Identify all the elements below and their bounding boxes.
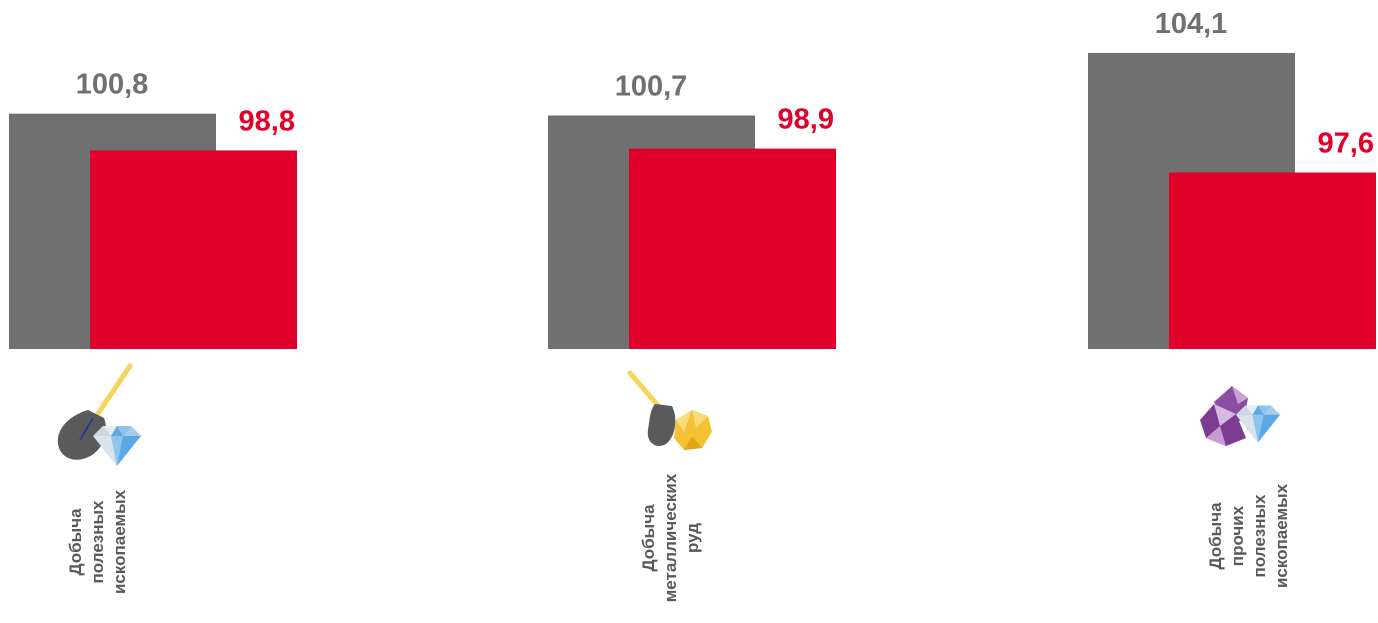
shovel-diamond-icon: [57, 363, 141, 466]
value-label-series2-cat3: 97,6: [1318, 128, 1374, 160]
category-label-line: прочих: [1228, 505, 1247, 566]
value-label-series1-cat3: 104,1: [1155, 8, 1228, 40]
gems-icon: [1200, 386, 1281, 446]
category-label-line: полезных: [88, 500, 107, 583]
category-label-line: ископаемых: [110, 489, 129, 594]
value-label-series2-cat2: 98,9: [778, 104, 834, 136]
value-label-series1-cat2: 100,7: [615, 71, 688, 103]
category-label-line: полезных: [1250, 494, 1269, 577]
value-label-series2-cat1: 98,8: [239, 105, 295, 137]
category-label-line: Добыча: [639, 504, 658, 572]
bar-series2-cat2: [629, 148, 836, 349]
bar-series2-cat1: [90, 150, 297, 349]
category-label-line: Добыча: [66, 508, 85, 576]
value-label-series1-cat1: 100,8: [76, 69, 149, 101]
category-label-line: металлических: [661, 473, 680, 602]
category-label-line: руд: [683, 523, 702, 553]
shovel-gold-ore-icon: [627, 370, 712, 450]
category-label-line: Добыча: [1206, 502, 1225, 570]
category-label-line: ископаемых: [1272, 483, 1291, 588]
bar-series2-cat3: [1169, 172, 1376, 349]
